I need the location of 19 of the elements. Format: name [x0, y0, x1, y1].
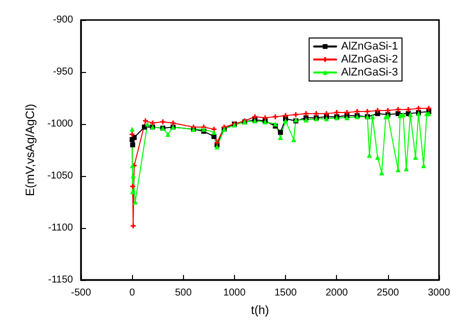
y-tick-label: -1050 — [47, 170, 74, 182]
x-tick-label: 1500 — [274, 288, 298, 298]
y-tick-label: -1150 — [48, 274, 74, 286]
y-tick-label: -950 — [52, 66, 74, 78]
y-axis-title: E(mV,vsAg/AgCl) — [23, 104, 37, 196]
y-tick-label: -900 — [52, 14, 74, 26]
legend-label: AlZnGaSi-3 — [341, 66, 398, 78]
legend-label: AlZnGaSi-2 — [341, 54, 398, 66]
legend-label: AlZnGaSi-1 — [341, 40, 398, 52]
y-tick-label: -1100 — [48, 222, 74, 234]
x-tick-label: 3000 — [428, 288, 451, 298]
x-axis-title: t(h) — [251, 303, 270, 317]
x-tick-label: 2000 — [326, 288, 348, 298]
x-tick-label: 1000 — [223, 288, 246, 298]
y-tick-label: -1000 — [47, 118, 74, 130]
x-tick-label: 0 — [129, 288, 136, 298]
x-tick-label: 2500 — [376, 288, 400, 298]
x-tick-label: -500 — [70, 288, 92, 298]
x-tick-label: 500 — [174, 288, 192, 298]
